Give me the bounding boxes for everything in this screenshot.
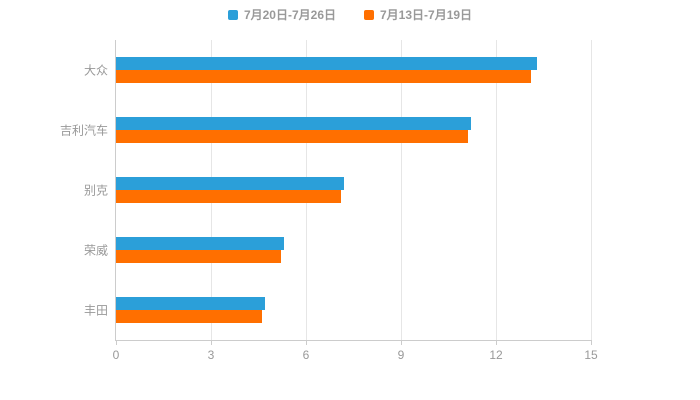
x-tick-label: 6 xyxy=(302,348,310,362)
x-axis-tick-mark xyxy=(116,340,117,345)
bar-大众-series-1 xyxy=(116,57,538,70)
category-label: 大众 xyxy=(83,63,108,78)
bar-别克-series-1 xyxy=(116,177,344,190)
x-tick-label: 0 xyxy=(112,348,120,362)
bar-丰田-series-1 xyxy=(116,297,265,310)
x-tick-label: 3 xyxy=(207,348,215,362)
x-tick-label: 9 xyxy=(397,348,405,362)
gridline xyxy=(591,40,592,340)
legend-swatch xyxy=(227,9,238,20)
category-label: 吉利汽车 xyxy=(59,123,108,138)
x-axis-tick-mark xyxy=(401,340,402,345)
x-axis-tick-mark xyxy=(591,340,592,345)
legend-label: 7月13日-7月19日 xyxy=(380,8,473,22)
bar-别克-series-2 xyxy=(116,190,341,203)
legend-label: 7月20日-7月26日 xyxy=(243,8,336,22)
category-label: 丰田 xyxy=(83,303,108,318)
bar-丰田-series-2 xyxy=(116,310,262,323)
bar-吉利汽车-series-2 xyxy=(116,130,468,143)
x-axis-tick-mark xyxy=(306,340,307,345)
x-tick-label: 15 xyxy=(584,348,598,362)
bar-荣威-series-2 xyxy=(116,250,281,263)
x-tick-label: 12 xyxy=(489,348,503,362)
category-label: 荣威 xyxy=(83,243,108,258)
gridline xyxy=(496,40,497,340)
legend-item-series-1[interactable]: 7月20日-7月26日 xyxy=(227,6,336,23)
plot-area: 0 3 6 9 12 15 大众吉利汽车别克荣威丰田 xyxy=(60,40,598,362)
category-label: 别克 xyxy=(83,183,108,198)
x-axis-tick-mark xyxy=(211,340,212,345)
gridline xyxy=(401,40,402,340)
bar-荣威-series-1 xyxy=(116,237,284,250)
legend-item-series-2[interactable]: 7月13日-7月19日 xyxy=(364,6,472,23)
legend-swatch xyxy=(364,9,374,20)
legend: 7月20日-7月26日 7月13日-7月19日 xyxy=(0,6,700,23)
x-axis-tick-mark xyxy=(496,340,497,345)
bar-大众-series-2 xyxy=(116,70,531,83)
bar-吉利汽车-series-1 xyxy=(116,117,471,130)
